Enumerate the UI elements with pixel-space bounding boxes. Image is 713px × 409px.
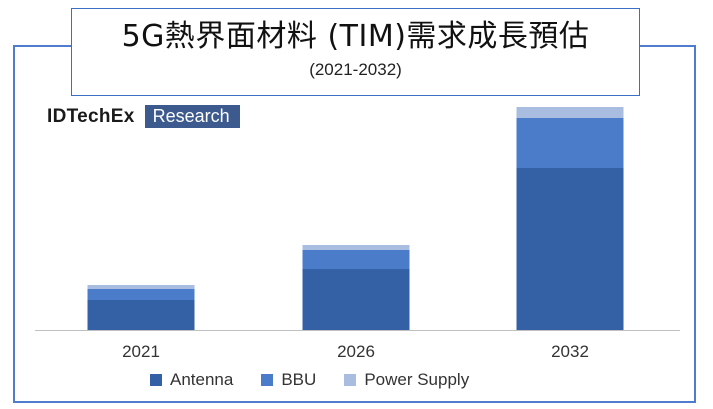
x-tick-label: 2026 (337, 342, 375, 361)
chart-legend: Antenna BBU Power Supply (150, 370, 497, 390)
legend-swatch (344, 374, 357, 386)
legend-item-bbu: BBU (261, 370, 316, 390)
legend-label: Antenna (170, 370, 234, 389)
logo-main-text: IDTechEx (47, 106, 135, 127)
idtechex-logo: IDTechEx Research (47, 105, 240, 128)
bar-power-supply-2021 (87, 285, 195, 289)
legend-swatch (150, 374, 162, 386)
bar-power-supply-2032 (516, 107, 624, 118)
legend-label: Power Supply (364, 370, 470, 389)
legend-swatch (261, 374, 274, 386)
bar-antenna-2021 (87, 300, 195, 330)
chart-subtitle: (2021-2032) (309, 60, 402, 79)
legend-item-power-supply: Power Supply (344, 370, 469, 390)
x-tick-label: 2032 (551, 342, 589, 361)
title-box: 5G熱界面材料 (TIM)需求成長預估 (2021-2032) (71, 8, 640, 96)
bar-antenna-2026 (302, 269, 410, 330)
chart-title: 5G熱界面材料 (TIM)需求成長預估 (121, 19, 590, 54)
bar-antenna-2032 (516, 168, 624, 330)
bar-power-supply-2026 (302, 245, 410, 250)
legend-item-antenna: Antenna (150, 370, 233, 390)
legend-label: BBU (281, 370, 317, 389)
bar-bbu-2026 (302, 250, 410, 269)
x-tick-label: 2021 (122, 342, 160, 361)
bar-bbu-2032 (516, 118, 624, 168)
bar-bbu-2021 (87, 289, 195, 300)
logo-research-badge: Research (144, 105, 240, 128)
